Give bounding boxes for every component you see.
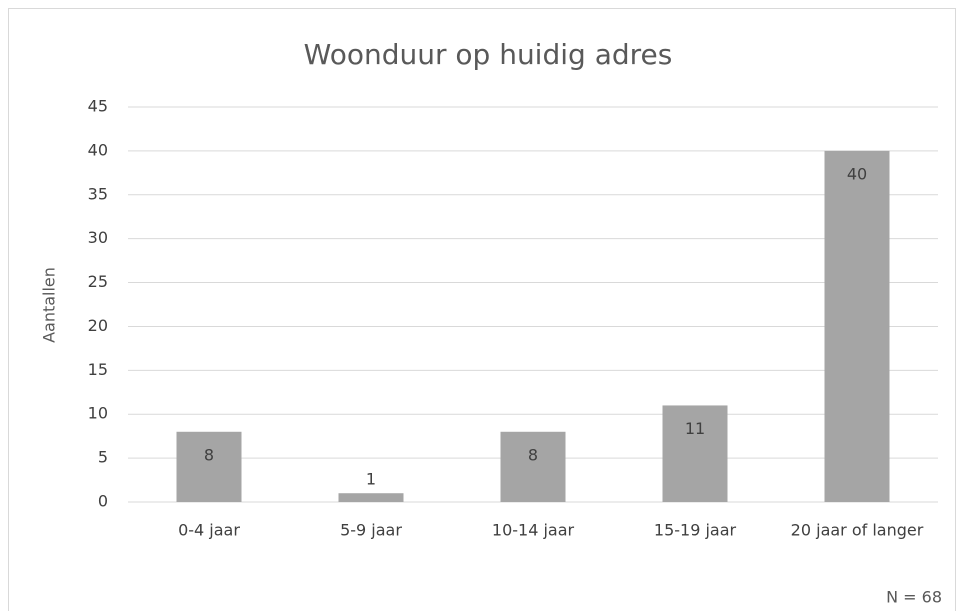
bar	[176, 431, 242, 502]
chart-title: Woonduur op huidig adres	[304, 38, 673, 71]
x-tick-label: 15-19 jaar	[654, 521, 737, 540]
bar	[824, 150, 890, 502]
x-tick-label: 5-9 jaar	[340, 521, 402, 540]
y-tick-label: 45	[88, 97, 108, 116]
data-label: 1	[366, 470, 376, 489]
bar	[662, 405, 728, 502]
y-tick-label: 10	[88, 404, 108, 423]
annotation: N = 68	[886, 588, 942, 607]
data-label: 11	[685, 419, 705, 438]
y-tick-label: 30	[88, 228, 108, 247]
y-tick-label: 0	[98, 492, 108, 511]
x-tick-label: 10-14 jaar	[492, 521, 575, 540]
y-tick-label: 35	[88, 184, 108, 203]
chart-border	[8, 8, 956, 611]
y-tick-label: 20	[88, 316, 108, 335]
data-label: 40	[847, 164, 867, 183]
y-tick-label: 40	[88, 140, 108, 159]
data-label: 8	[528, 445, 538, 464]
bar	[500, 431, 566, 502]
data-label: 8	[204, 445, 214, 464]
x-tick-label: 0-4 jaar	[178, 521, 240, 540]
y-tick-label: 5	[98, 448, 108, 467]
y-tick-label: 15	[88, 360, 108, 379]
y-axis-label: Aantallen	[40, 267, 59, 343]
x-tick-label: 20 jaar of langer	[791, 521, 924, 540]
y-tick-label: 25	[88, 272, 108, 291]
bar	[338, 493, 404, 502]
